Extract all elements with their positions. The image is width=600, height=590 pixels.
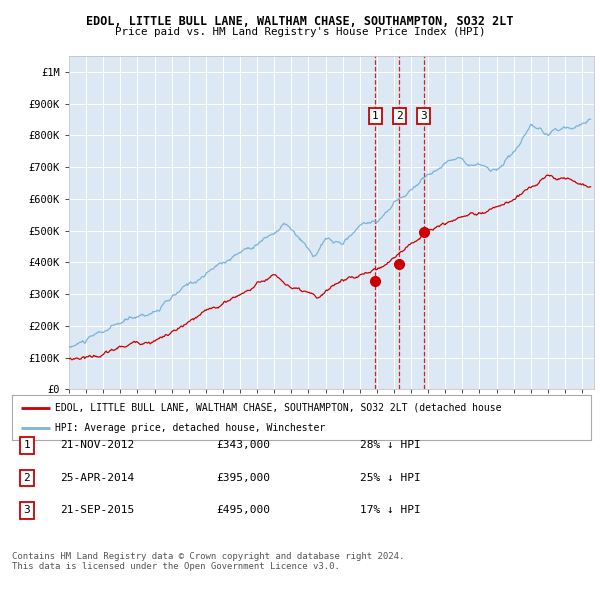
Text: 1: 1 (23, 441, 31, 450)
Text: Contains HM Land Registry data © Crown copyright and database right 2024.
This d: Contains HM Land Registry data © Crown c… (12, 552, 404, 571)
Text: 25-APR-2014: 25-APR-2014 (60, 473, 134, 483)
Text: 28% ↓ HPI: 28% ↓ HPI (360, 441, 421, 450)
Text: £495,000: £495,000 (216, 506, 270, 515)
Text: 3: 3 (420, 112, 427, 122)
Text: Price paid vs. HM Land Registry's House Price Index (HPI): Price paid vs. HM Land Registry's House … (115, 27, 485, 37)
Text: HPI: Average price, detached house, Winchester: HPI: Average price, detached house, Winc… (55, 423, 326, 433)
Text: 1: 1 (372, 112, 379, 122)
Text: 3: 3 (23, 506, 31, 515)
Text: £395,000: £395,000 (216, 473, 270, 483)
Text: £343,000: £343,000 (216, 441, 270, 450)
Text: 25% ↓ HPI: 25% ↓ HPI (360, 473, 421, 483)
Text: 2: 2 (396, 112, 403, 122)
Text: 21-SEP-2015: 21-SEP-2015 (60, 506, 134, 515)
Text: EDOL, LITTLE BULL LANE, WALTHAM CHASE, SOUTHAMPTON, SO32 2LT (detached house: EDOL, LITTLE BULL LANE, WALTHAM CHASE, S… (55, 403, 502, 412)
Text: EDOL, LITTLE BULL LANE, WALTHAM CHASE, SOUTHAMPTON, SO32 2LT: EDOL, LITTLE BULL LANE, WALTHAM CHASE, S… (86, 15, 514, 28)
Text: 2: 2 (23, 473, 31, 483)
Text: 21-NOV-2012: 21-NOV-2012 (60, 441, 134, 450)
Text: 17% ↓ HPI: 17% ↓ HPI (360, 506, 421, 515)
